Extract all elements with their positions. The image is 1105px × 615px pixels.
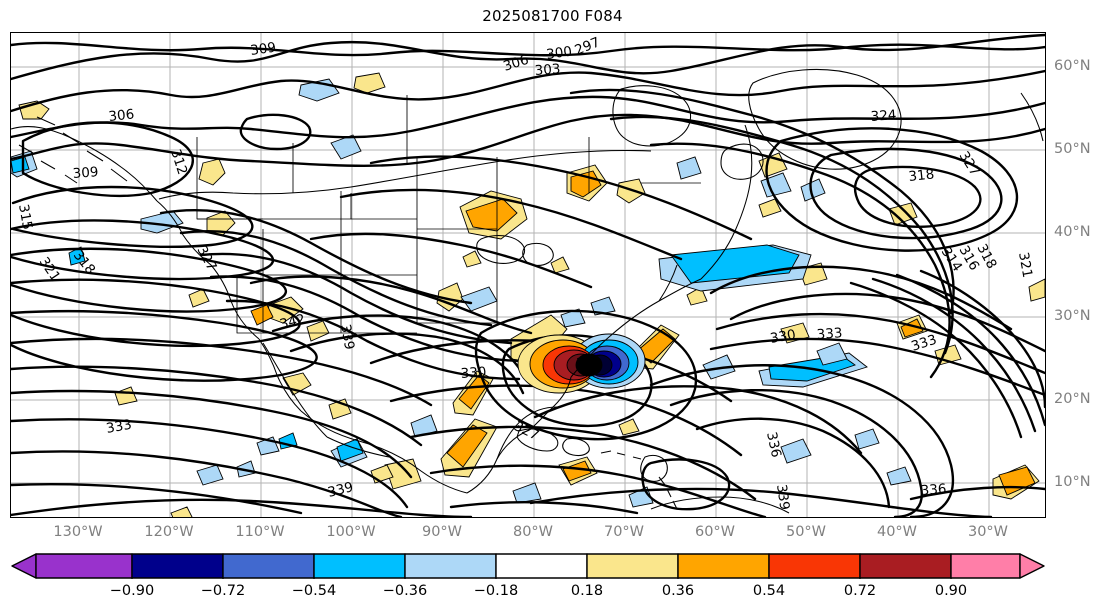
tropical-cyclone-core [517, 333, 646, 394]
colorbar-tick-label: 0.18 [570, 583, 604, 599]
svg-text:336: 336 [763, 431, 784, 460]
svg-text:330: 330 [460, 364, 487, 382]
lat-tick-label: 50°N [1054, 141, 1091, 157]
colorbar-svg [11, 553, 1045, 583]
colorbar-segment [495, 553, 588, 579]
lon-tick-label: 110°W [235, 524, 285, 540]
svg-text:330: 330 [769, 327, 797, 347]
svg-text:336: 336 [920, 481, 947, 499]
svg-text:342: 342 [278, 311, 307, 333]
colorbar-segment [313, 553, 406, 579]
map-canvas: 309 306 303 300 297 306 309 312 315 318 … [11, 33, 1045, 517]
colorbar-tick-label: 0.36 [661, 583, 695, 599]
colorbar-segment [677, 553, 770, 579]
svg-text:306: 306 [501, 52, 530, 75]
svg-text:312: 312 [167, 147, 190, 176]
svg-text:321: 321 [1015, 251, 1035, 279]
svg-text:333: 333 [105, 417, 133, 437]
colorbar-tick-label: −0.90 [109, 583, 155, 599]
colorbar-tick-label: 0.54 [752, 583, 786, 599]
colorbar-tick-label: −0.54 [291, 583, 337, 599]
colorbar-segment-over [950, 553, 1021, 579]
colorbar-tick-label: −0.72 [200, 583, 246, 599]
colorbar-segment [859, 553, 952, 579]
lat-tick-label: 40°N [1054, 224, 1091, 240]
colorbar-segment-under [35, 553, 133, 579]
lon-tick-label: 100°W [326, 524, 376, 540]
lon-tick-label: 60°W [694, 524, 736, 540]
colorbar-segment [131, 553, 224, 579]
colorbar-segment [768, 553, 861, 579]
page-title: 2025081700 F084 [482, 7, 623, 25]
svg-text:339: 339 [337, 323, 357, 351]
lon-tick-label: 120°W [144, 524, 194, 540]
lat-tick-label: 30°N [1054, 308, 1091, 324]
colorbar-tick-label: −0.18 [473, 583, 519, 599]
svg-text:336: 336 [575, 353, 603, 372]
svg-text:309: 309 [72, 164, 99, 182]
lon-tick-label: 40°W [876, 524, 918, 540]
svg-text:333: 333 [816, 325, 843, 343]
svg-text:306: 306 [108, 106, 135, 125]
svg-text:309: 309 [249, 40, 277, 59]
lon-tick-label: 130°W [53, 524, 103, 540]
coastlines [11, 68, 1044, 514]
svg-text:303: 303 [534, 61, 561, 79]
colorbar-over-arrow [1019, 553, 1045, 579]
colorbar-tick-label: 0.72 [843, 583, 877, 599]
colorbar-segment [404, 553, 497, 579]
svg-text:324: 324 [870, 107, 897, 125]
svg-text:333: 333 [909, 332, 938, 355]
svg-text:315: 315 [15, 203, 35, 231]
svg-text:300: 300 [545, 44, 573, 63]
colorbar-segment [586, 553, 679, 579]
lat-tick-label: 20°N [1054, 391, 1091, 407]
lon-tick-label: 50°W [785, 524, 827, 540]
svg-text:339: 339 [326, 479, 355, 501]
colorbar-tick-label: −0.36 [382, 583, 428, 599]
lon-tick-label: 90°W [421, 524, 463, 540]
colorbar-segment [222, 553, 315, 579]
colorbar-tick-label: 0.90 [934, 583, 968, 599]
map-plot-area: 309 306 303 300 297 306 309 312 315 318 … [10, 32, 1046, 518]
svg-text:318: 318 [908, 166, 935, 185]
lon-tick-label: 80°W [512, 524, 554, 540]
lat-tick-label: 60°N [1054, 58, 1091, 74]
contour-lines [11, 33, 1045, 517]
colorbar-under-arrow [11, 553, 37, 579]
lat-tick-label: 10°N [1054, 474, 1091, 490]
lon-tick-label: 30°W [967, 524, 1009, 540]
colorbar [10, 553, 1046, 583]
svg-text:339: 339 [773, 483, 792, 511]
lon-tick-label: 70°W [603, 524, 645, 540]
